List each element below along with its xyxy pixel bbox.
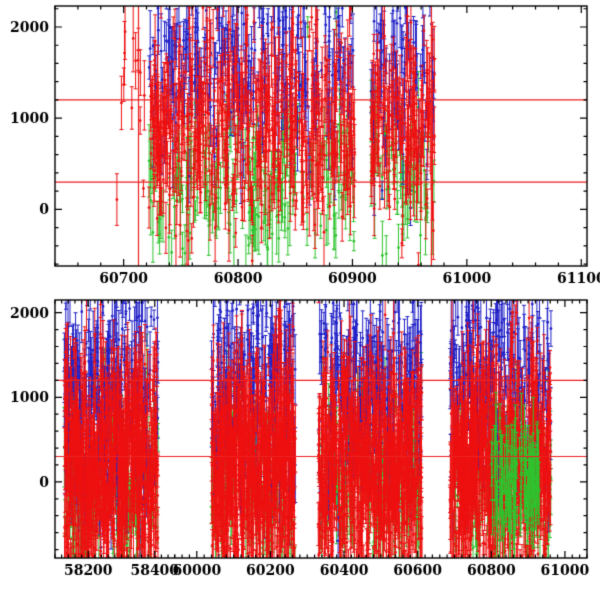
- top-panel-chart: [0, 0, 600, 290]
- bottom-panel-chart: [0, 290, 600, 600]
